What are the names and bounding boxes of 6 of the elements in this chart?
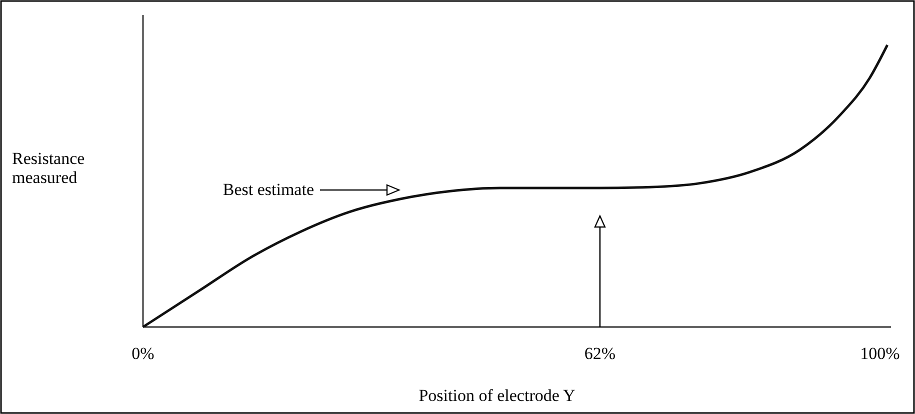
y-axis-title: Resistance measured: [12, 149, 85, 187]
x-tick-label: 100%: [860, 344, 900, 363]
x-axis-title: Position of electrode Y: [418, 386, 576, 405]
x-tick-label: 0%: [132, 344, 154, 363]
annotation: Best estimate: [222, 180, 314, 199]
x-tick-label: 62%: [584, 344, 616, 363]
